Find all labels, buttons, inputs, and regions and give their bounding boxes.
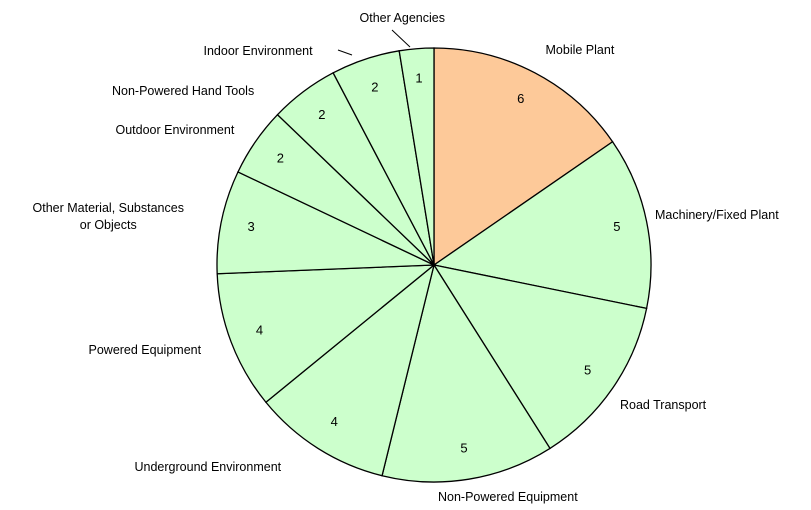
category-label: Non-Powered Equipment: [438, 489, 578, 504]
category-label: Underground Environment: [134, 459, 282, 474]
category-label: Machinery/Fixed Plant: [655, 207, 779, 222]
leader-line: [391, 29, 411, 48]
category-label: Mobile Plant: [545, 42, 615, 57]
category-label: Other Material, Substances or Objects: [32, 201, 184, 232]
pie-slice: [381, 263, 551, 483]
value-label: 6: [517, 91, 524, 106]
pie-slice: [216, 264, 436, 404]
pie-slice: [264, 263, 436, 477]
value-label: 4: [331, 414, 338, 429]
category-label: Road Transport: [620, 397, 707, 412]
category-label: Powered Equipment: [88, 342, 202, 357]
pie-slice: [432, 140, 652, 310]
value-label: 5: [613, 219, 620, 234]
value-label: 1: [415, 70, 422, 85]
category-label: Outdoor Environment: [115, 122, 235, 137]
category-label: Indoor Environment: [203, 43, 313, 58]
value-label: 3: [248, 219, 255, 234]
value-label: 2: [277, 150, 284, 165]
pie-slice: [433, 47, 614, 267]
value-label: 2: [318, 107, 325, 122]
value-label: 5: [584, 362, 591, 377]
pie-slice: [432, 264, 648, 450]
category-label: Other Agencies: [359, 10, 445, 25]
value-label: 2: [371, 79, 378, 94]
leader-line: [337, 49, 353, 56]
value-label: 4: [256, 323, 263, 338]
value-label: 5: [460, 441, 467, 456]
pie-slice: [216, 171, 435, 275]
category-label: Non-Powered Hand Tools: [112, 83, 255, 98]
pie-slice: [398, 47, 435, 266]
